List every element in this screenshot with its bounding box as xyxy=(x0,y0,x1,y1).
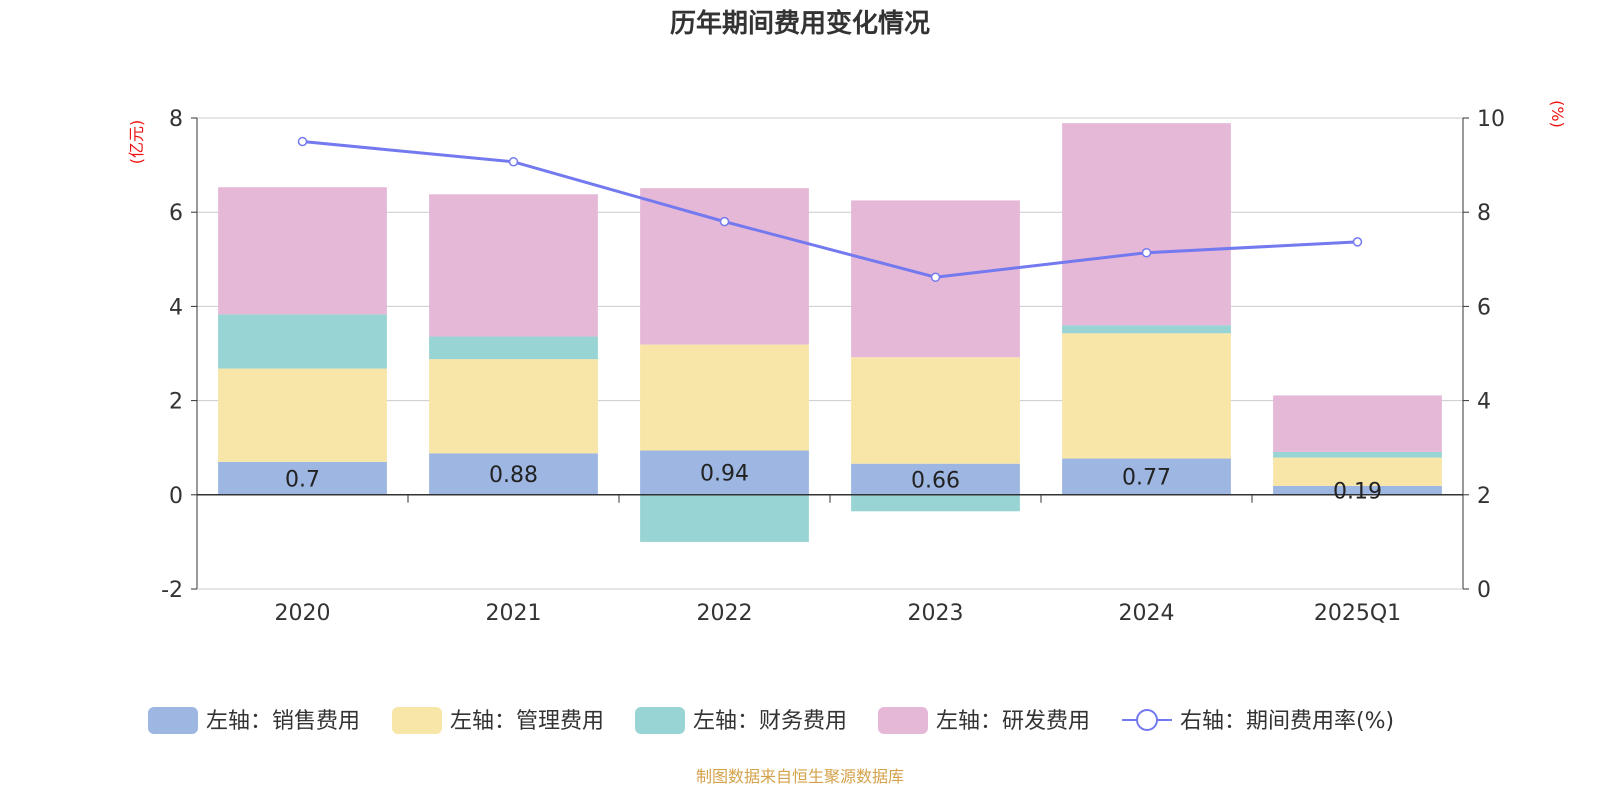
rate-point xyxy=(1352,237,1363,247)
rate-point xyxy=(508,157,519,167)
right-axis-unit: (%) xyxy=(1548,100,1567,128)
bar-segment xyxy=(640,188,809,345)
rate-point xyxy=(719,216,730,227)
bar-value-label: 0.7 xyxy=(285,467,320,492)
axes-group: -2 0 2 4 6 8 0 2 4 6 8 10 2020 2021 2022 2023 2024 2025Q1 xyxy=(161,107,1505,626)
rate-line-group xyxy=(297,136,1363,282)
legend-label: 左轴：销售费用 xyxy=(206,709,360,734)
right-tick-label: 0 xyxy=(1477,578,1491,603)
bar-segment xyxy=(429,336,598,360)
rate-point xyxy=(930,272,941,282)
right-tick-label: 6 xyxy=(1477,295,1491,320)
legend-label: 右轴：期间费用率(%) xyxy=(1180,709,1394,734)
bar-segment xyxy=(429,194,598,337)
left-tick-label: 0 xyxy=(169,484,183,509)
bar-labels-group: 0.7 0.88 0.94 0.66 0.77 0.19 xyxy=(285,462,1382,505)
bar-value-label: 0.94 xyxy=(700,462,749,487)
legend-label: 左轴：研发费用 xyxy=(936,709,1090,734)
x-tick-label: 2025Q1 xyxy=(1314,601,1401,626)
left-tick-label: 2 xyxy=(169,390,183,415)
right-tick-label: 4 xyxy=(1477,390,1491,415)
rate-point xyxy=(1141,247,1152,258)
legend: 左轴：销售费用 左轴：管理费用 左轴：财务费用 左轴：研发费用 右轴：期间费用率(%) xyxy=(148,707,1394,734)
bar-value-label: 0.77 xyxy=(1122,466,1171,491)
bar-segment xyxy=(218,314,387,369)
x-tick-label: 2021 xyxy=(486,601,542,626)
legend-swatch xyxy=(878,707,928,734)
bar-segment xyxy=(218,461,387,495)
bar-value-label: 0.66 xyxy=(911,468,960,493)
bar-segment xyxy=(640,344,809,451)
left-axis-unit: (亿元) xyxy=(127,120,146,165)
bar-segment xyxy=(218,368,387,462)
x-tick-label: 2020 xyxy=(275,601,331,626)
chart-title: 历年期间费用变化情况 xyxy=(670,8,930,39)
bar-segment xyxy=(1062,123,1231,326)
legend-label: 左轴：管理费用 xyxy=(450,709,604,734)
right-tick-label: 8 xyxy=(1477,201,1491,226)
bar-segment xyxy=(851,357,1020,464)
left-tick-label: 6 xyxy=(169,201,183,226)
bar-segment xyxy=(1062,333,1231,459)
right-tick-label: 10 xyxy=(1477,107,1505,132)
legend-point-marker xyxy=(1136,709,1158,731)
legend-swatch xyxy=(148,707,198,734)
x-tick-label: 2022 xyxy=(697,601,753,626)
x-tick-label: 2023 xyxy=(908,601,964,626)
legend-label: 左轴：财务费用 xyxy=(693,709,847,734)
rate-line xyxy=(302,140,1358,279)
bar-value-label: 0.88 xyxy=(489,463,538,488)
rate-point xyxy=(297,136,308,147)
left-tick-label: 8 xyxy=(169,107,183,132)
bar-segment xyxy=(851,494,1020,512)
left-tick-label: 4 xyxy=(169,295,183,320)
legend-swatch xyxy=(392,707,442,734)
bar-segment xyxy=(1273,395,1442,452)
x-tick-label: 2024 xyxy=(1119,601,1175,626)
bar-segment xyxy=(1273,485,1442,495)
bar-segment xyxy=(640,494,809,542)
left-tick-label: -2 xyxy=(161,578,183,603)
bar-segment xyxy=(429,359,598,454)
bar-segment xyxy=(851,463,1020,495)
bar-segment xyxy=(1062,458,1231,495)
bar-segment xyxy=(640,450,809,495)
bar-segment xyxy=(429,453,598,495)
bar-segment xyxy=(1273,457,1442,486)
bar-segment xyxy=(1062,325,1231,334)
legend-swatch xyxy=(635,707,685,734)
right-tick-label: 2 xyxy=(1477,484,1491,509)
bar-segment xyxy=(218,187,387,315)
source-note: 制图数据来自恒生聚源数据库 xyxy=(696,767,904,786)
bar-segment xyxy=(1273,451,1442,458)
bar-value-label: 0.19 xyxy=(1333,479,1382,504)
bars-group xyxy=(218,123,1442,542)
